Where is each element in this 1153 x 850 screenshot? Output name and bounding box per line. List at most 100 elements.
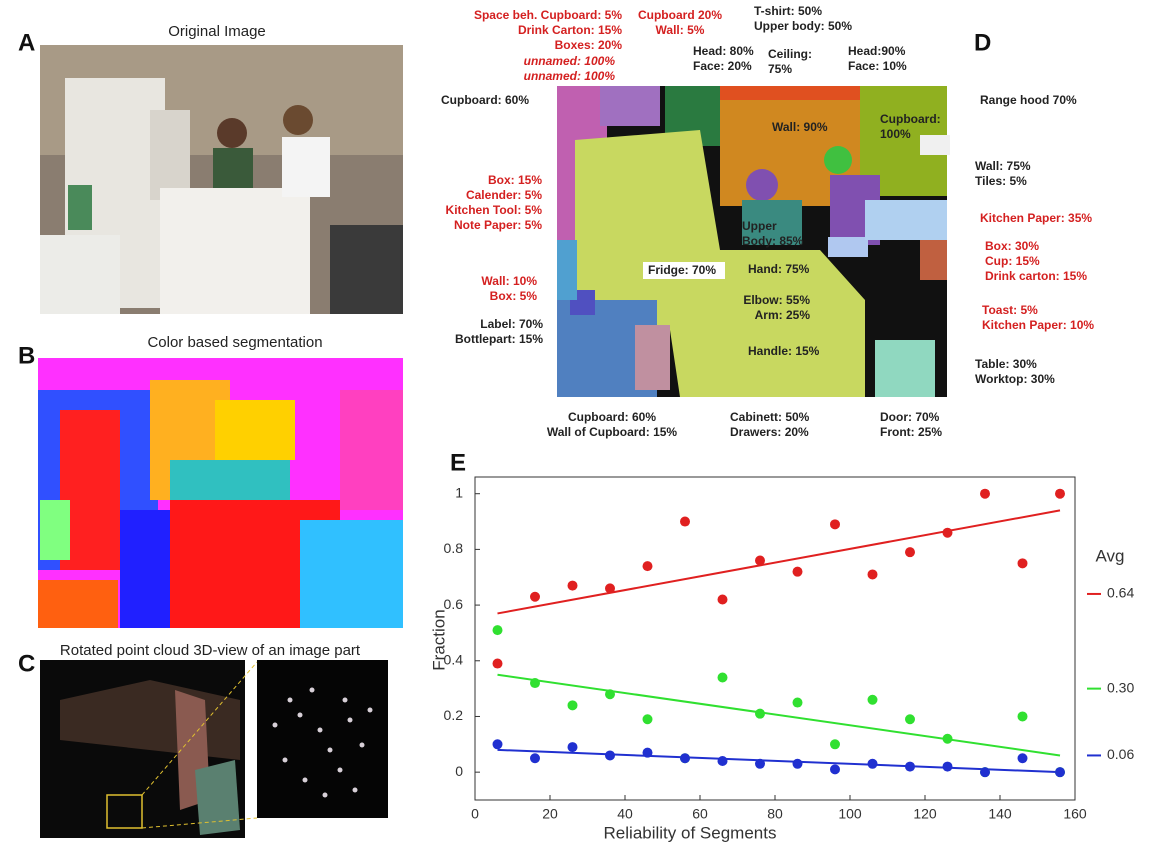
avg-point [493, 625, 503, 635]
segment-label: Upper body: 50% [754, 19, 852, 33]
segment-label: Box: 30% [985, 239, 1039, 253]
avg-point [530, 678, 540, 688]
avg-point [718, 595, 728, 605]
y-tick-label: 0.2 [444, 707, 464, 723]
avg-point [1018, 558, 1028, 568]
avg-point [905, 762, 915, 772]
segment-label: Kitchen Paper: 10% [982, 318, 1094, 332]
avg-point [943, 762, 953, 772]
segment-label: 75% [768, 62, 792, 76]
avg-point [793, 759, 803, 769]
segment-label: Kitchen Paper: 35% [980, 211, 1092, 225]
segment-label: Arm: 25% [755, 308, 811, 322]
segment-label: Cupboard: 60% [441, 93, 529, 107]
segment-label: Head: 80% [693, 44, 754, 58]
segment-label: Label: 70% [480, 317, 543, 331]
segment-label: T-shirt: 50% [754, 4, 822, 18]
avg-point [1055, 489, 1065, 499]
segment-label: Wall of Cupboard: 15% [547, 425, 678, 439]
avg-point [755, 709, 765, 719]
avg-tick-label: 0.06 [1107, 746, 1134, 762]
panel-letter: D [974, 29, 991, 56]
x-tick-label: 20 [542, 806, 558, 822]
segment-label: Face: 10% [848, 59, 907, 73]
y-tick-label: 1 [455, 484, 463, 500]
avg-tick-label: 0.64 [1107, 585, 1134, 601]
segment-label: Worktop: 30% [975, 372, 1055, 386]
x-tick-label: 120 [913, 806, 937, 822]
segment-label: Kitchen Tool: 5% [446, 203, 543, 217]
avg-point [1018, 753, 1028, 763]
photo [40, 45, 403, 314]
avg-point [943, 734, 953, 744]
avg-point [868, 759, 878, 769]
segment-label: Drink Carton: 15% [518, 23, 622, 37]
avg-point [680, 753, 690, 763]
segment-label: Note Paper: 5% [454, 218, 542, 232]
avg-point [755, 556, 765, 566]
trend-line [498, 510, 1061, 613]
avg-point [755, 759, 765, 769]
plot-frame [475, 477, 1075, 800]
avg-point [943, 528, 953, 538]
segment-label: Drawers: 20% [730, 425, 809, 439]
avg-point [1018, 711, 1028, 721]
segment-label: Fridge: 70% [648, 263, 716, 277]
y-tick-label: 0 [455, 763, 463, 779]
avg-point [643, 714, 653, 724]
avg-point [718, 672, 728, 682]
segment-label: Calender: 5% [466, 188, 542, 202]
segment-label: Box: 15% [488, 173, 542, 187]
segment-label: Tiles: 5% [975, 174, 1027, 188]
panel-letter: C [18, 650, 35, 677]
segment-label: Cabinett: 50% [730, 410, 810, 424]
avg-tick-label: 0.30 [1107, 679, 1134, 695]
x-axis-label: Reliability of Segments [604, 823, 777, 842]
y-tick-label: 0.6 [444, 596, 464, 612]
x-tick-label: 140 [988, 806, 1012, 822]
segment-label: Drink carton: 15% [985, 269, 1087, 283]
avg-point [493, 739, 503, 749]
avg-point [868, 695, 878, 705]
y-tick-label: 0.4 [444, 651, 464, 667]
segment-label: Upper [742, 219, 777, 233]
avg-point [605, 750, 615, 760]
segment-label: Cup: 15% [985, 254, 1040, 268]
segment-label: Wall: 10% [481, 274, 537, 288]
segment-label: Boxes: 20% [555, 38, 623, 52]
avg-point [980, 489, 990, 499]
panel-letter: A [18, 29, 35, 56]
segment-label: Hand: 75% [748, 262, 810, 276]
panel-letter: E [450, 449, 466, 476]
x-tick-label: 100 [838, 806, 862, 822]
x-tick-label: 40 [617, 806, 633, 822]
segment-label: Elbow: 55% [743, 293, 810, 307]
segmentation-image [38, 358, 403, 628]
avg-point [680, 517, 690, 527]
segment-label: Cupboard 20% [638, 8, 722, 22]
trend-line [498, 675, 1061, 756]
avg-point [568, 742, 578, 752]
avg-point [980, 767, 990, 777]
segment-label: Toast: 5% [982, 303, 1038, 317]
avg-point [605, 689, 615, 699]
avg-point [493, 659, 503, 669]
avg-point [643, 561, 653, 571]
segment-label: Wall: 75% [975, 159, 1031, 173]
figure: A Original Image B Color based segmentat… [0, 0, 1153, 850]
avg-point [605, 583, 615, 593]
avg-title: Avg [1096, 546, 1125, 565]
avg-point [530, 592, 540, 602]
segment-label: Wall: 90% [772, 120, 828, 134]
segment-label: unnamed: 100% [524, 54, 616, 68]
x-tick-label: 60 [692, 806, 708, 822]
trend-line [498, 750, 1061, 772]
segment-label: 100% [880, 127, 911, 141]
panel-letter: B [18, 342, 35, 369]
segment-label: unnamed: 100% [524, 69, 616, 83]
segment-label: Handle: 15% [748, 344, 820, 358]
segment-label: Range hood 70% [980, 93, 1077, 107]
segment-label: Face: 20% [693, 59, 752, 73]
panel-title: Rotated point cloud 3D-view of an image … [60, 642, 361, 659]
